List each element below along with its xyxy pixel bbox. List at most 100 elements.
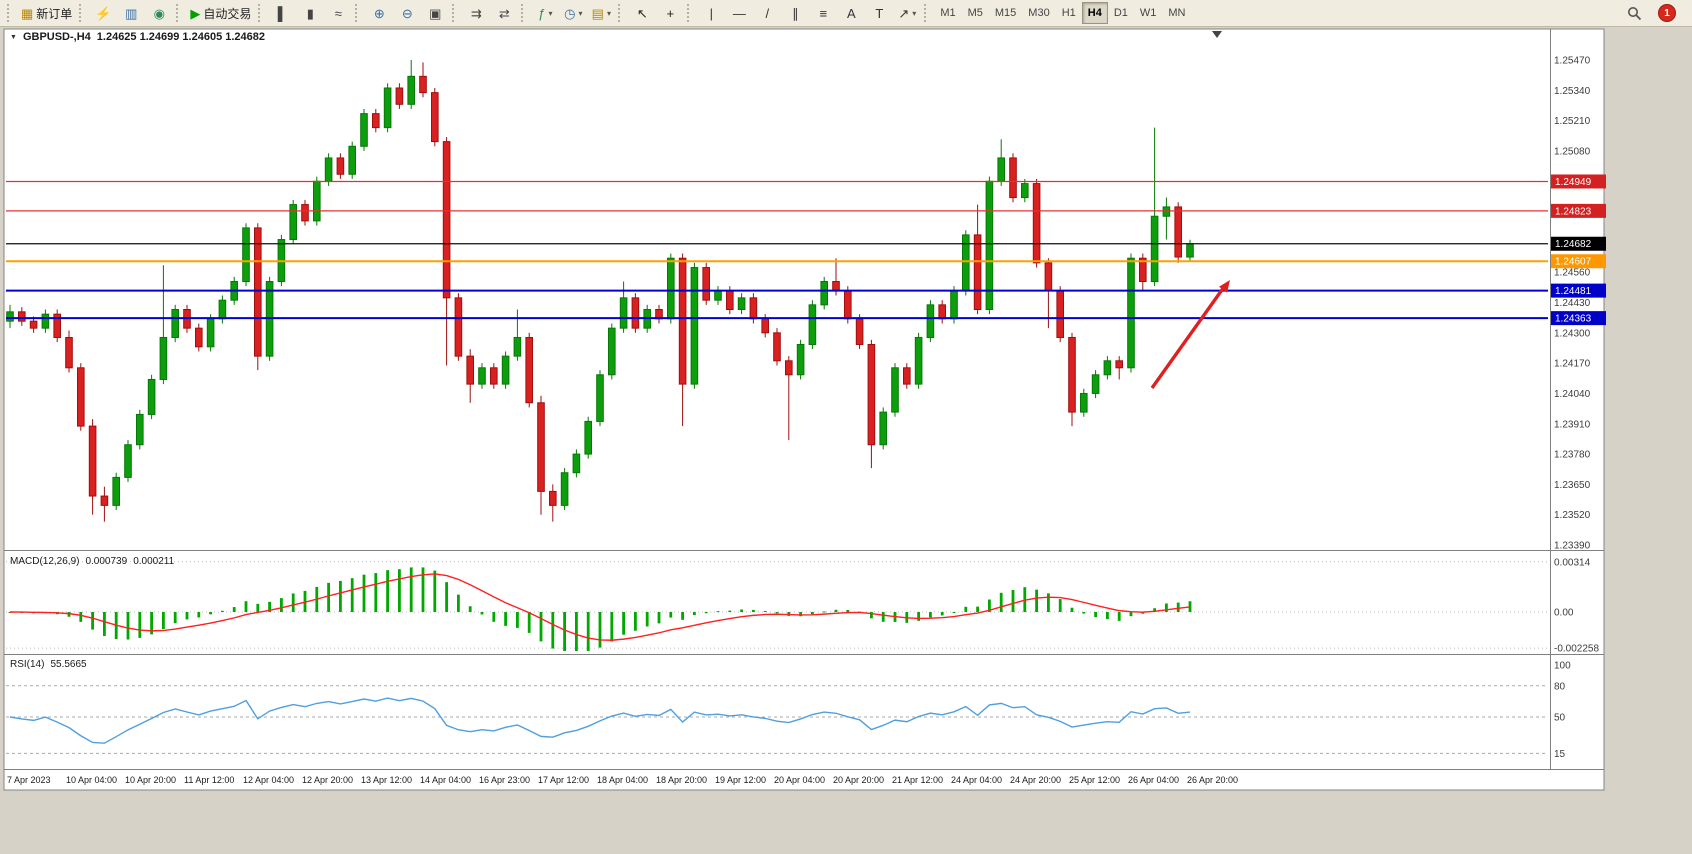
candle bbox=[525, 336, 534, 404]
text-button[interactable]: A bbox=[837, 1, 865, 25]
zoom-out-icon: ⊖ bbox=[401, 5, 413, 21]
tile-windows-button[interactable]: ▣ bbox=[421, 1, 449, 25]
macd-histogram-bar bbox=[622, 612, 625, 635]
trend-arrow[interactable] bbox=[1150, 286, 1226, 389]
macd-histogram-bar bbox=[1117, 612, 1121, 621]
candle bbox=[796, 343, 805, 376]
candlestick-chart-button[interactable]: ▮ bbox=[296, 1, 324, 25]
candle bbox=[513, 336, 522, 357]
new-chart-button[interactable]: ⚡ bbox=[89, 1, 117, 25]
line-chart-button[interactable]: ≈ bbox=[324, 1, 352, 25]
zoom-in-button[interactable]: ⊕ bbox=[365, 1, 393, 25]
periods-button[interactable]: ◷ ▾ bbox=[559, 1, 587, 25]
macd-histogram-bar bbox=[421, 567, 425, 612]
candle bbox=[997, 157, 1006, 182]
macd-histogram-bar bbox=[291, 593, 295, 612]
trend-arrow-head[interactable] bbox=[1219, 280, 1230, 293]
time-axis-label: 10 Apr 20:00 bbox=[125, 775, 176, 785]
toolbar-group-handle[interactable] bbox=[924, 4, 930, 22]
horizontal-line-icon: — bbox=[732, 5, 746, 21]
macd-histogram-bar bbox=[173, 612, 177, 624]
candle bbox=[419, 75, 427, 94]
templates-button[interactable]: ▤ ▾ bbox=[587, 1, 615, 25]
auto-scroll-button[interactable]: ⇉ bbox=[462, 1, 490, 25]
candle bbox=[147, 378, 156, 415]
chart-shift-button[interactable]: ⇄ bbox=[490, 1, 518, 25]
macd-histogram-bar bbox=[457, 594, 460, 612]
dropdown-caret-icon: ▾ bbox=[606, 8, 611, 18]
candle bbox=[18, 311, 26, 322]
toolbar-group-handle[interactable] bbox=[355, 4, 361, 22]
search-button[interactable] bbox=[1620, 1, 1648, 25]
zoom-out-button[interactable]: ⊖ bbox=[393, 1, 421, 25]
toolbar-group-handle[interactable] bbox=[258, 4, 264, 22]
indicators-button[interactable]: ƒ ▾ bbox=[531, 1, 559, 25]
timeframe-m1-button[interactable]: M1 bbox=[940, 7, 956, 19]
macd-histogram-bar bbox=[999, 592, 1003, 612]
chart-canvas[interactable]: 1.25470 1.25340 1.25210 1.25080 1.24560 1.244… bbox=[0, 27, 1692, 854]
chart-shift-marker[interactable] bbox=[1212, 31, 1222, 38]
macd-histogram-bar bbox=[1058, 599, 1062, 612]
macd-histogram-bar bbox=[811, 612, 814, 615]
price-axis-label: 1.24430 bbox=[1554, 298, 1591, 309]
macd-histogram-bar bbox=[610, 612, 614, 642]
crosshair-button[interactable]: + bbox=[656, 1, 684, 25]
candle bbox=[584, 420, 593, 455]
macd-histogram-bar bbox=[1141, 612, 1145, 614]
price-badge bbox=[1551, 254, 1606, 269]
trendline-button[interactable]: / bbox=[753, 1, 781, 25]
macd-histogram-bar bbox=[1165, 603, 1168, 612]
price-axis-label: 1.25340 bbox=[1554, 86, 1591, 97]
toolbar-group-handle[interactable] bbox=[176, 4, 182, 22]
time-axis-label: 12 Apr 04:00 bbox=[243, 775, 294, 785]
toolbar-group-handle[interactable] bbox=[618, 4, 624, 22]
timeframe-m15-button[interactable]: M15 bbox=[994, 7, 1017, 19]
macd-histogram-bar bbox=[551, 612, 555, 649]
macd-histogram-bar bbox=[563, 612, 566, 651]
macd-histogram-bar bbox=[150, 612, 153, 635]
candle bbox=[914, 336, 923, 385]
candle bbox=[844, 290, 852, 320]
candle bbox=[855, 318, 864, 345]
notifications-badge[interactable]: 1 bbox=[1658, 4, 1676, 22]
timeframe-d1-button[interactable]: D1 bbox=[1113, 7, 1128, 19]
fibonacci-button[interactable]: ≡ bbox=[809, 1, 837, 25]
macd-histogram-bar bbox=[409, 567, 413, 612]
profiles-button[interactable]: ▥ bbox=[117, 1, 145, 25]
macd-histogram-bar bbox=[964, 606, 968, 612]
timeframe-m30-button[interactable]: M30 bbox=[1028, 7, 1050, 19]
macd-histogram-bar bbox=[445, 582, 448, 612]
timeframe-w1-button[interactable]: W1 bbox=[1139, 7, 1157, 19]
toolbar-group-handle[interactable] bbox=[452, 4, 458, 22]
time-axis-label: 19 Apr 12:00 bbox=[715, 775, 766, 785]
new-order-button[interactable]: ▦ 新订单 bbox=[17, 1, 76, 25]
market-watch-button[interactable]: ◉ bbox=[145, 1, 173, 25]
timeframe-m5-button[interactable]: M5 bbox=[967, 7, 983, 19]
toolbar-group: ⊕ ⊖ ▣ bbox=[365, 1, 449, 25]
vertical-line-button[interactable]: | bbox=[697, 1, 725, 25]
toolbar-group-handle[interactable] bbox=[687, 4, 693, 22]
shapes-button[interactable]: ↗ ▾ bbox=[893, 1, 921, 25]
macd-histogram-bar bbox=[244, 601, 248, 612]
horizontal-line-button[interactable]: — bbox=[725, 1, 753, 25]
time-axis-label: 24 Apr 04:00 bbox=[951, 775, 1002, 785]
macd-histogram-bar bbox=[91, 612, 94, 630]
channel-button[interactable]: ∥ bbox=[781, 1, 809, 25]
cursor-button[interactable]: ↖ bbox=[628, 1, 656, 25]
timeframe-h1-button[interactable]: H1 bbox=[1061, 7, 1076, 19]
macd-histogram-bar bbox=[1094, 612, 1097, 618]
candle bbox=[218, 299, 227, 320]
timeframe-mn-button[interactable]: MN bbox=[1168, 7, 1186, 19]
timeframe-h4-button[interactable]: H4 bbox=[1081, 2, 1108, 24]
toolbar-group-handle[interactable] bbox=[521, 4, 527, 22]
autotrading-button[interactable]: ▶ 自动交易 bbox=[186, 1, 255, 25]
toolbar-group-handle[interactable] bbox=[79, 4, 85, 22]
candle bbox=[301, 204, 309, 222]
label-button[interactable]: T bbox=[865, 1, 893, 25]
toolbar-group-handle[interactable] bbox=[7, 4, 13, 22]
macd-histogram-bar bbox=[681, 612, 684, 620]
profiles-icon: ▥ bbox=[125, 5, 138, 21]
candle bbox=[702, 267, 711, 301]
macd-histogram-bar bbox=[728, 610, 732, 612]
bar-chart-button[interactable]: ▌ bbox=[268, 1, 296, 25]
